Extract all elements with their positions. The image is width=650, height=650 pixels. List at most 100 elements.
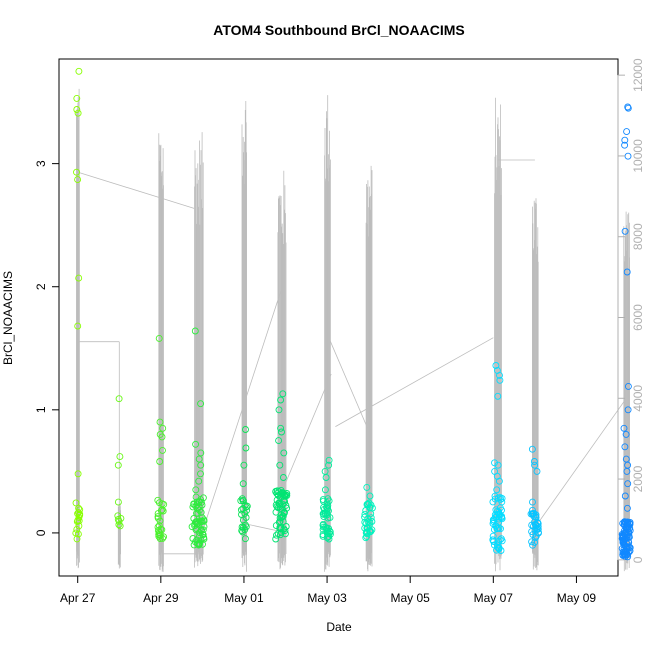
data-point [624,553,632,561]
data-point [498,494,506,502]
data-point [241,521,249,529]
altitude-transit-line [335,337,494,427]
data-point [76,511,84,519]
data-point [155,334,163,342]
data-point [276,523,284,531]
data-point [361,518,369,526]
data-point [367,514,375,522]
data-point [279,474,287,481]
data-point [200,516,208,524]
data-point [156,535,164,542]
data-point [274,530,282,538]
altitude-transit-line [326,333,369,431]
data-point [621,227,629,235]
data-point [157,525,165,533]
data-point [156,418,164,426]
data-point [114,461,122,469]
data-point [74,176,82,184]
data-point [272,535,280,543]
data-point [280,449,288,457]
data-point [491,459,498,467]
data-point [74,470,82,478]
data-point [278,428,285,436]
data-point [624,406,632,414]
data-point [492,522,500,530]
data-point [363,532,371,540]
data-point [532,511,540,519]
data-point [199,540,206,548]
data-point [275,437,283,445]
data-point [241,535,249,543]
data-point [624,480,632,488]
data-point [491,495,499,503]
data-point [273,531,280,539]
data-point [73,525,81,533]
data-point [533,467,541,475]
data-point [195,540,203,548]
chart-title: ATOM4 Southbound BrCl_NOAACIMS [213,22,464,38]
data-point [492,362,500,369]
data-point [154,496,162,504]
data-point [325,535,333,543]
altitude-transit-line [202,289,282,532]
altitude-transit-line [534,398,627,528]
data-point [531,461,539,469]
y-left-tick-label: 3 [34,160,48,167]
data-point [364,501,372,509]
data-point [279,390,287,398]
data-point [534,523,542,530]
x-tick-label: May 03 [307,591,347,605]
data-point [239,528,247,536]
data-point [74,322,82,330]
altitude-transit-line [77,171,195,209]
data-point [323,499,331,507]
data-point [365,499,373,507]
data-point [493,511,501,518]
y-right-tick-label: 4000 [631,385,645,412]
x-axis-title: Date [326,620,352,634]
data-point [622,535,630,543]
data-point [320,503,327,511]
data-point [238,527,246,535]
data-point [75,504,83,512]
data-point [529,541,537,549]
data-point [159,446,166,454]
data-point [626,547,634,555]
data-point [528,445,536,453]
data-point [239,480,247,488]
data-point [75,67,83,75]
data-point [495,518,503,526]
data-point [361,513,369,521]
data-point [272,508,280,516]
data-point [366,492,374,500]
data-point [493,486,501,494]
data-point [74,109,82,117]
data-point [530,458,538,465]
data-point [622,430,630,438]
x-tick-label: May 01 [224,591,264,605]
data-point [276,461,284,469]
data-point [363,524,371,532]
data-point [498,537,506,545]
data-point [325,497,333,505]
data-point [323,503,330,511]
altitude-transit-line [285,373,332,484]
data-point [195,455,203,463]
y-right-tick-label: 8000 [631,223,645,250]
data-point [154,513,162,521]
data-point [619,519,627,527]
data-point [325,507,332,515]
data-point [618,530,626,538]
data-point [281,530,289,538]
data-point [325,524,333,532]
y-left-tick-label: 2 [34,283,48,290]
data-point [324,502,332,509]
data-point [626,544,634,552]
y-left-tick-label: 1 [34,406,48,413]
y-axis-title: BrCl_NOAACIMS [1,271,15,365]
data-point [493,366,501,374]
data-point [623,128,631,136]
x-axis: Apr 27 Apr 29 May 01 May 03 May 05 May 07 May … [60,575,596,605]
data-point [622,455,630,463]
